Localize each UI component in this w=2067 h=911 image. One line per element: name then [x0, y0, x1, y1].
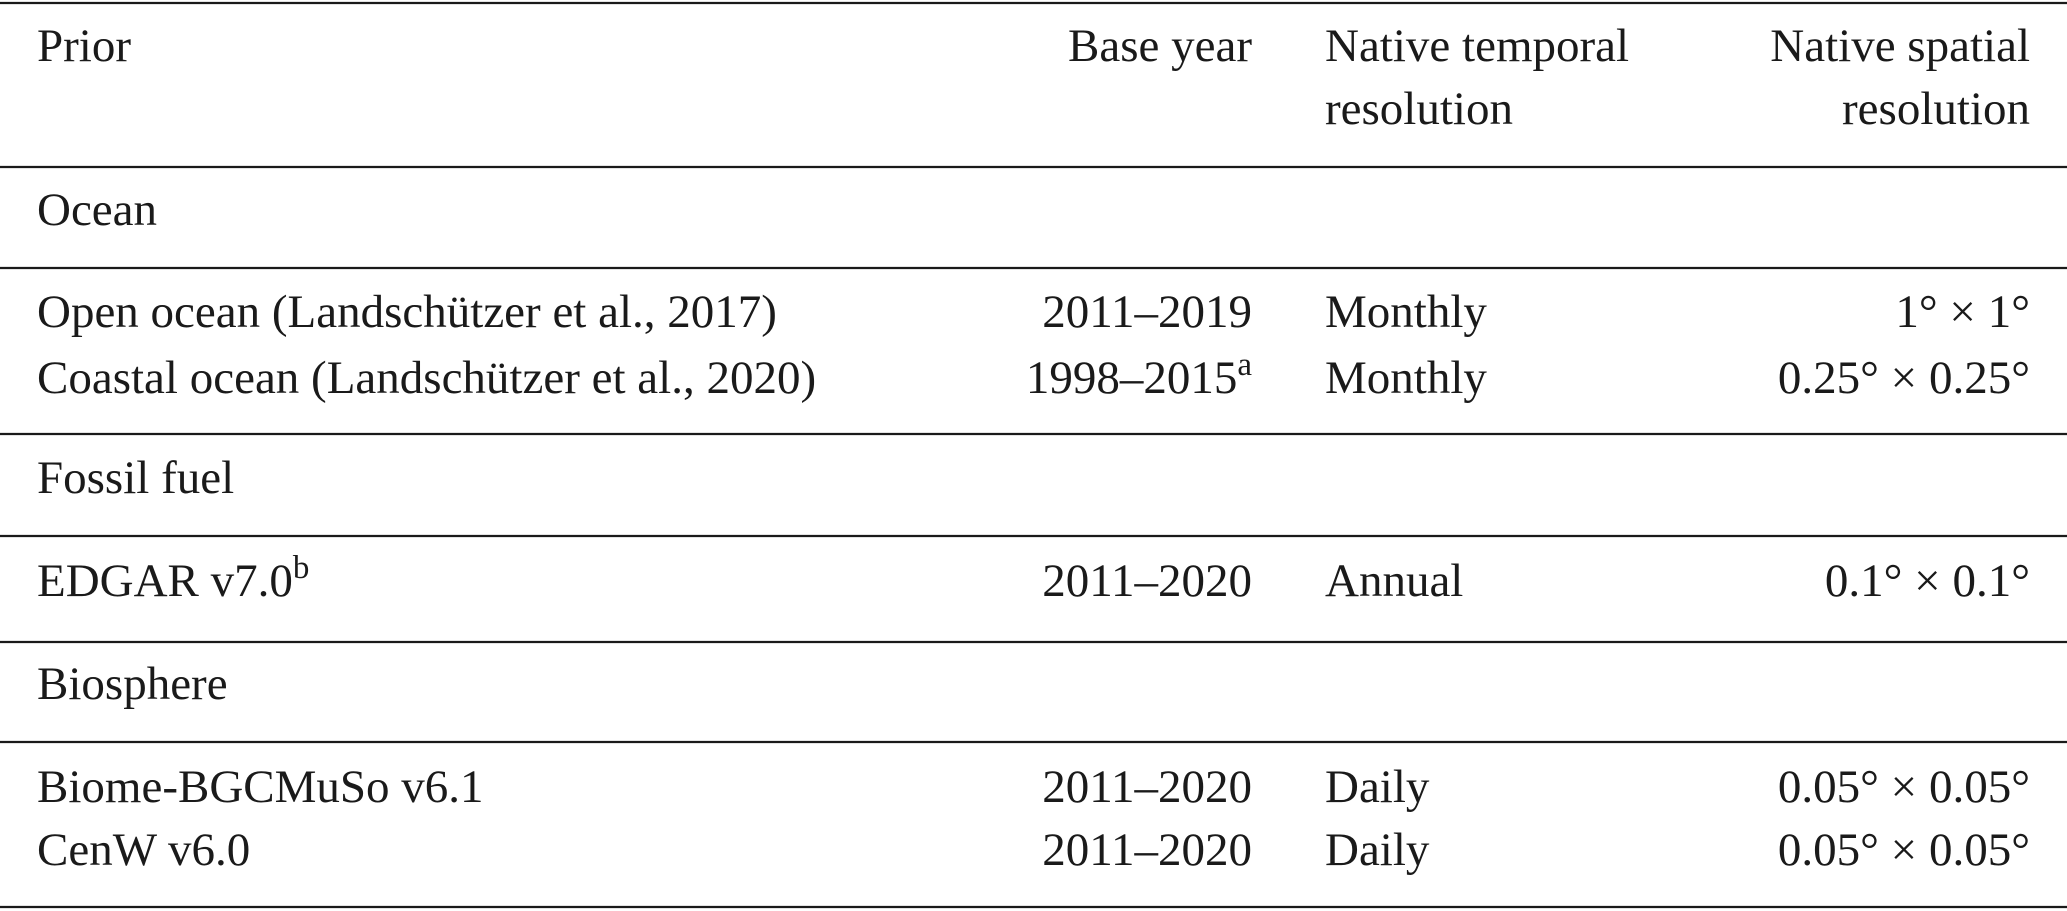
- section-title: Ocean: [37, 184, 157, 236]
- footnote-mark: a: [1237, 347, 1252, 383]
- cell: Monthly: [1325, 286, 1487, 338]
- cell: Coastal ocean (Landschützer et al., 2020…: [37, 352, 816, 404]
- cell: 0.05° × 0.05°: [1778, 824, 2030, 876]
- cell: Monthly: [1325, 352, 1487, 404]
- cell: EDGAR v7.0b: [37, 550, 309, 607]
- cell: 2011–2020: [1042, 824, 1252, 876]
- cell: Daily: [1325, 824, 1430, 876]
- footnote-mark: b: [293, 550, 310, 586]
- header-cell: Native temporal: [1325, 20, 1629, 72]
- cell: 2011–2019: [1042, 286, 1252, 338]
- cell-text: EDGAR v7.0: [37, 555, 293, 607]
- cell-text: 1998–2015: [1026, 352, 1238, 404]
- cell: 0.25° × 0.25°: [1778, 352, 2030, 404]
- cell: Annual: [1325, 555, 1463, 607]
- header-cell: resolution: [1325, 83, 1513, 135]
- header-cell: Native spatial: [1770, 20, 2030, 72]
- cell: Daily: [1325, 761, 1430, 813]
- cell: 1° × 1°: [1895, 286, 2030, 338]
- section-title: Fossil fuel: [37, 452, 234, 504]
- header-cell: resolution: [1842, 83, 2030, 135]
- cell: CenW v6.0: [37, 824, 250, 876]
- header-cell: Prior: [37, 20, 131, 72]
- cell: 2011–2020: [1042, 555, 1252, 607]
- cell: 2011–2020: [1042, 761, 1252, 813]
- cell: Open ocean (Landschützer et al., 2017): [37, 286, 777, 338]
- cell: 0.05° × 0.05°: [1778, 761, 2030, 813]
- cell: 0.1° × 0.1°: [1825, 555, 2030, 607]
- cell: 1998–2015a: [1026, 347, 1253, 404]
- header-cell: Base year: [1068, 20, 1252, 72]
- cell: Biome-BGCMuSo v6.1: [37, 761, 484, 813]
- section-title: Biosphere: [37, 658, 228, 710]
